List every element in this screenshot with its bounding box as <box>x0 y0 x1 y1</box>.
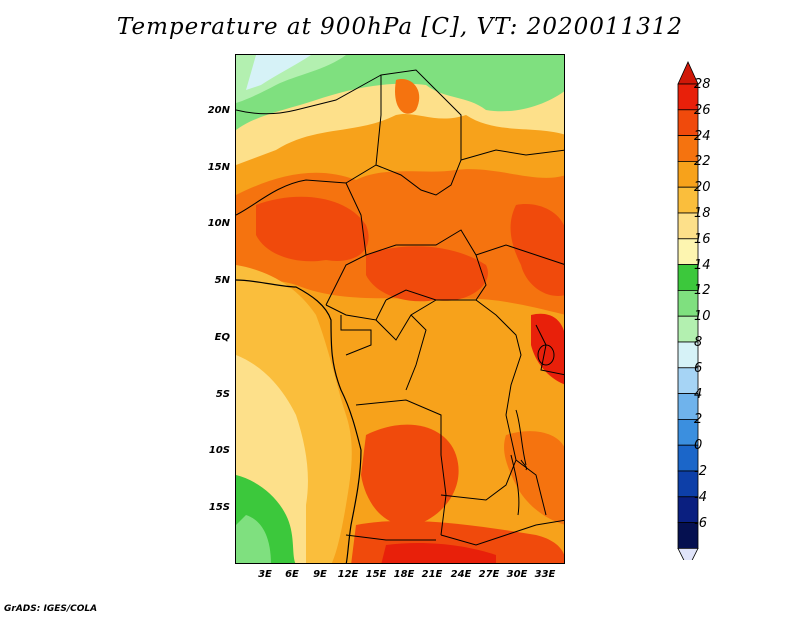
field-nigeria-hot <box>256 196 369 262</box>
colorbar-level-label: 8 <box>694 335 703 350</box>
field-east-hot <box>510 204 564 296</box>
field-north-warm-spot <box>395 79 420 114</box>
colorbar-level-label: 0 <box>694 438 703 454</box>
lat-label-15n: 15N <box>207 162 230 173</box>
colorbar-level-label: 16 <box>694 231 711 247</box>
field-north-green <box>236 55 564 130</box>
field-car-hot <box>366 246 488 302</box>
lon-label-18e: 18E <box>393 569 415 580</box>
lon-label-15e: 15E <box>365 569 387 580</box>
colorbar-level-label: 28 <box>694 77 711 92</box>
field-southeast-warm <box>504 431 564 525</box>
lon-label-9e: 9E <box>313 569 327 580</box>
colorbar-level-label: 24 <box>694 128 711 144</box>
colorbar-level-label: 20 <box>694 180 711 196</box>
colorbar-level-label: -2 <box>694 464 707 479</box>
coastline <box>236 279 362 563</box>
colorbar-level-label: 22 <box>694 154 711 170</box>
lat-label-15s: 15S <box>208 502 230 513</box>
colorbar-level-label: 18 <box>694 206 711 221</box>
map-panel <box>235 54 565 564</box>
lon-label-6e: 6E <box>285 569 299 580</box>
field-north-cyan <box>246 55 311 90</box>
lat-label-5n: 5N <box>214 275 230 286</box>
lat-label-eq: EQ <box>214 332 230 343</box>
field-congo-warm <box>406 301 530 396</box>
colorbar-level-label: -4 <box>694 489 707 505</box>
colorbar-level-label: 14 <box>694 257 711 273</box>
grads-credit: GrADS: IGES/COLA <box>4 604 98 614</box>
lat-label-5s: 5S <box>215 389 230 400</box>
colorbar-level-label: 26 <box>694 102 711 118</box>
lat-label-20n: 20N <box>207 105 230 116</box>
lat-label-10s: 10S <box>208 445 230 456</box>
lon-label-27e: 27E <box>478 569 500 580</box>
lon-label-33e: 33E <box>534 569 556 580</box>
lat-label-10n: 10N <box>207 218 230 229</box>
colorbar-level-label: 6 <box>694 360 703 376</box>
colorbar-bottom-arrow <box>677 547 699 560</box>
colorbar-level-label: 10 <box>694 309 711 325</box>
field-south-hotter <box>381 543 496 563</box>
lon-label-30e: 30E <box>506 569 528 580</box>
colorbar-level-label: -6 <box>694 515 707 531</box>
lakes <box>510 344 555 516</box>
temperature-map <box>236 55 564 563</box>
colorbar-level-label: 12 <box>694 283 711 299</box>
lon-label-21e: 21E <box>421 569 443 580</box>
lon-label-24e: 24E <box>450 569 472 580</box>
lon-label-3e: 3E <box>258 569 272 580</box>
country-borders <box>236 69 564 546</box>
lon-label-12e: 12E <box>337 569 359 580</box>
field-southwest-lightgreen <box>236 515 271 563</box>
colorbar-level-label: 4 <box>694 386 703 402</box>
colorbar-level-label: 2 <box>694 412 703 428</box>
page-title: Temperature at 900hPa [C], VT: 202001131… <box>116 14 684 40</box>
field-angola-hot <box>361 424 459 526</box>
colorbar <box>677 61 699 560</box>
